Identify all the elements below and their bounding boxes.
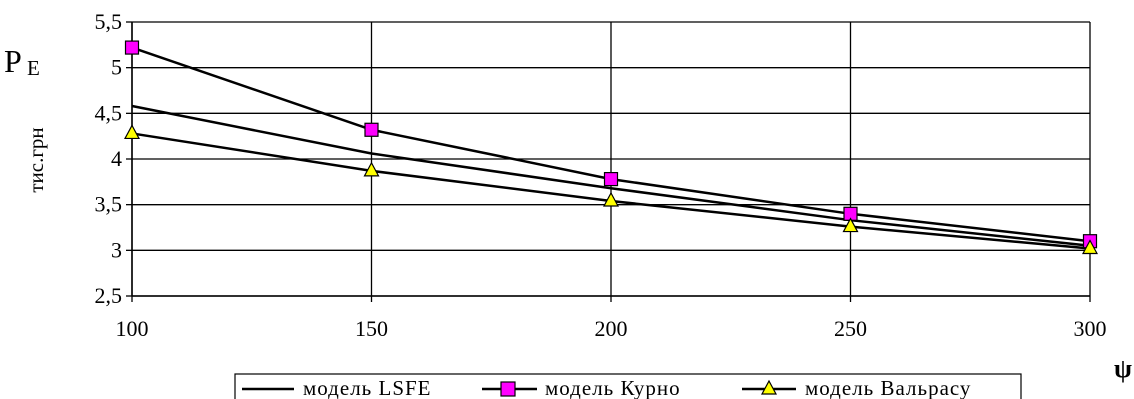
y-tick-label: 5 (111, 55, 122, 80)
data-point-triangle (602, 191, 620, 207)
y-tick-label: 4,5 (95, 100, 123, 125)
y-axis-title-main: P (4, 43, 22, 79)
data-point-square (364, 122, 379, 137)
data-point-triangle (363, 161, 380, 177)
x-tick-label: 200 (595, 316, 628, 341)
legend-marker-kurno (500, 381, 516, 397)
y-tick-label: 2,5 (95, 283, 123, 308)
legend-box (234, 373, 1022, 399)
x-tick-label: 100 (116, 316, 149, 341)
x-tick-label: 150 (355, 316, 388, 341)
data-point-square (603, 171, 619, 187)
legend-label-valras: модель Вальрасу (805, 376, 971, 399)
y-axis-unit-label: тис.грн (24, 127, 48, 192)
y-tick-label: 3,5 (95, 192, 123, 217)
grid (131, 21, 1091, 297)
series-markers (123, 40, 1099, 255)
y-axis-title-sub: E (27, 56, 40, 80)
data-point-triangle (842, 217, 859, 233)
x-tick-label: 300 (1074, 316, 1107, 341)
x-tick-label: 250 (834, 316, 867, 341)
legend: модель LSFE модель Курно модель Вальрасу (234, 373, 1022, 399)
data-point-triangle (1081, 239, 1099, 255)
legend-label-kurno: модель Курно (545, 376, 681, 399)
y-tick-label: 4 (111, 146, 122, 171)
data-point-triangle (123, 124, 141, 140)
y-tick-label: 3 (111, 237, 122, 262)
legend-label-lsfe: модель LSFE (303, 376, 432, 399)
y-tick-label: 5,5 (95, 9, 123, 34)
x-axis-title: ψ (1114, 354, 1132, 383)
axes: 2,5 3 3,5 4 4,5 5 5,5 100 150 200 250 300 (95, 9, 1107, 341)
series-line-0 (131, 104, 1091, 248)
data-point-square (124, 40, 140, 55)
legend-marker-valras (760, 379, 778, 395)
